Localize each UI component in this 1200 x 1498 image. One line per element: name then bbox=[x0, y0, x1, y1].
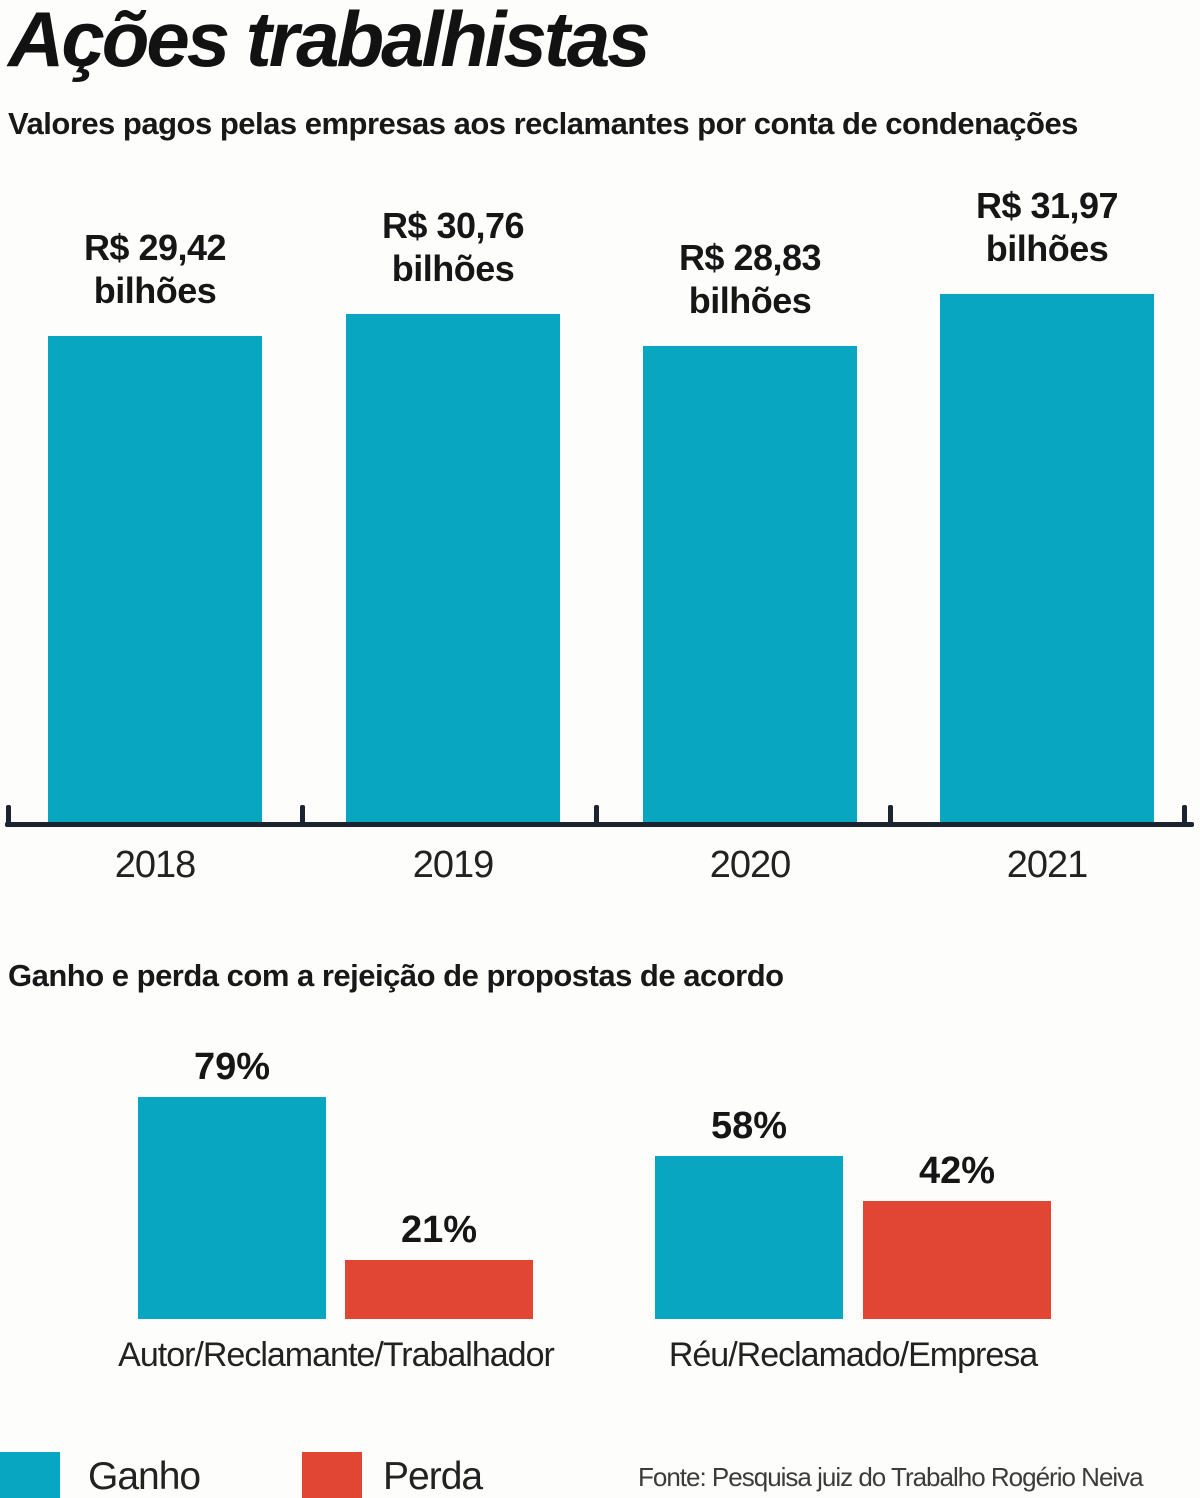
bar-value-line: R$ 29,42 bbox=[83, 226, 227, 268]
x-axis-tick bbox=[300, 805, 305, 827]
bar-value-line: bilhões bbox=[93, 269, 217, 311]
bar-value-label: R$ 31,97 bilhões bbox=[887, 184, 1200, 270]
percent-label: 42% bbox=[918, 1150, 996, 1192]
legend-loss-label: Perda bbox=[383, 1455, 483, 1498]
legend-gain-label: Ganho bbox=[88, 1455, 201, 1498]
source-note: Fonte: Pesquisa juiz do Trabalho Rogério… bbox=[638, 1462, 1144, 1492]
bar-value-label: R$ 30,76 bilhões bbox=[293, 204, 613, 290]
x-axis-tick bbox=[1182, 805, 1187, 827]
bar-value-line: bilhões bbox=[985, 227, 1109, 269]
category-label: Autor/Reclamante/Trabalhador bbox=[118, 1336, 555, 1374]
x-axis-tick bbox=[6, 805, 11, 827]
page-subtitle: Valores pagos pelas empresas aos reclama… bbox=[8, 106, 1078, 141]
loss-bar-group1 bbox=[345, 1260, 533, 1319]
bar-value-line: R$ 31,97 bbox=[975, 184, 1119, 226]
x-axis-tick bbox=[888, 805, 893, 827]
bar-value-line: R$ 28,83 bbox=[678, 236, 822, 278]
percent-label: 58% bbox=[710, 1105, 788, 1147]
page-title: Ações trabalhistas bbox=[8, 0, 651, 83]
bar-2019 bbox=[346, 314, 560, 822]
year-label-2018: 2018 bbox=[114, 844, 197, 886]
gain-bar-group2 bbox=[655, 1156, 843, 1319]
year-label-2019: 2019 bbox=[412, 844, 495, 886]
percent-label: 79% bbox=[193, 1046, 271, 1088]
x-axis-line bbox=[5, 822, 1194, 827]
bar-value-line: bilhões bbox=[688, 279, 812, 321]
bar-2021 bbox=[940, 294, 1154, 822]
section-title-gain-loss: Ganho e perda com a rejeição de proposta… bbox=[8, 958, 784, 993]
bar-2020 bbox=[643, 346, 857, 822]
bar-2018 bbox=[48, 336, 262, 822]
loss-bar-group2 bbox=[863, 1201, 1051, 1319]
percent-label: 21% bbox=[400, 1209, 478, 1251]
year-label-2021: 2021 bbox=[1006, 844, 1089, 886]
bar-value-line: R$ 30,76 bbox=[381, 204, 525, 246]
legend-gain-swatch bbox=[0, 1452, 60, 1498]
x-axis-tick bbox=[594, 805, 599, 827]
bar-value-line: bilhões bbox=[391, 247, 515, 289]
year-label-2020: 2020 bbox=[709, 844, 792, 886]
category-label: Réu/Reclamado/Empresa bbox=[668, 1336, 1038, 1374]
bar-value-label: R$ 29,42 bilhões bbox=[0, 226, 315, 312]
legend-loss-swatch bbox=[302, 1452, 362, 1498]
gain-bar-group1 bbox=[138, 1097, 326, 1319]
bar-value-label: R$ 28,83 bilhões bbox=[590, 236, 910, 322]
